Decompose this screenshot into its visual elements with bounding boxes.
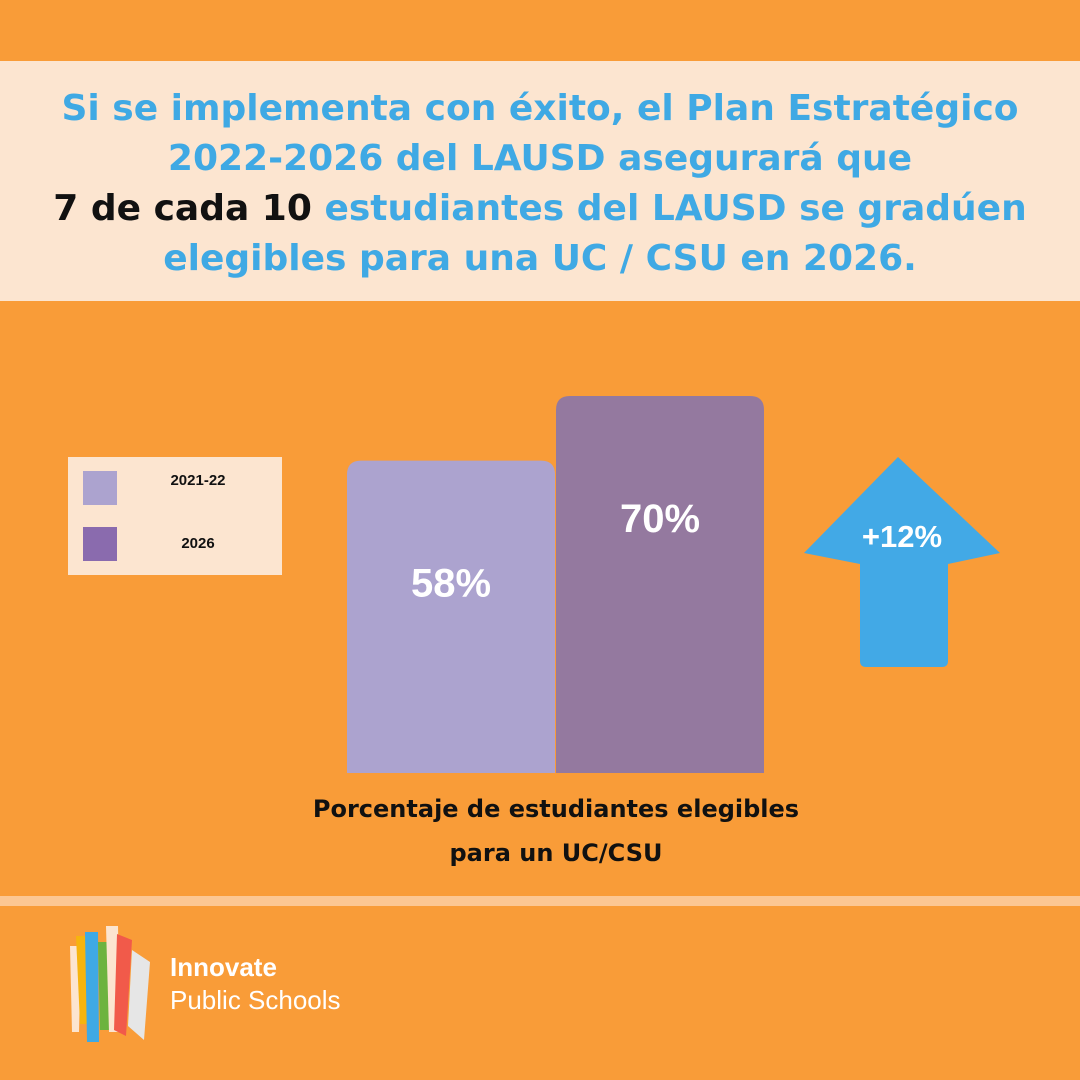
headline: Si se implementa con éxito, el Plan Estr… <box>0 84 1080 284</box>
bar-value-label-2021-22: 58% <box>411 562 491 606</box>
innovate-logo: Innovate Public Schools <box>68 924 368 1054</box>
x-axis-label-line-2: para un UC/CSU <box>449 839 663 867</box>
bar-2021-22 <box>347 460 555 773</box>
headline-line-3: estudiantes del LAUSD se gradúen <box>311 188 1027 229</box>
bar-value-label-2026: 70% <box>620 497 700 541</box>
legend-swatch-2026 <box>83 527 117 561</box>
bars: 58% 70% <box>347 396 764 773</box>
logo-name: Innovate <box>170 952 277 982</box>
increase-label: +12% <box>862 519 942 554</box>
legend-label-2026: 2026 <box>181 535 215 552</box>
footer-divider <box>0 896 1080 906</box>
logo-subtitle: Public Schools <box>170 985 341 1015</box>
headline-line-2: 2022-2026 del LAUSD asegurará que <box>167 138 913 179</box>
up-arrow-icon <box>804 457 1000 667</box>
chart-x-axis-label: Porcentaje de estudiantes elegibles para… <box>256 787 856 875</box>
chart-legend: 2021-22 2026 <box>68 457 282 575</box>
headline-line-4: elegibles para una UC / CSU en 2026. <box>163 238 917 279</box>
legend-swatch-2021-22 <box>83 471 117 505</box>
bar-2026 <box>556 396 764 773</box>
bar-chart: 58% 70% +12% <box>347 396 1000 773</box>
x-axis-label-line-1: Porcentaje de estudiantes elegibles <box>312 795 800 823</box>
headline-emphasis: 7 de cada 10 <box>53 188 312 229</box>
legend-label-2021-22: 2021-22 <box>170 472 226 489</box>
headline-band <box>0 61 1080 301</box>
increase-arrow: +12% <box>804 457 1000 667</box>
books-logo-icon <box>70 926 150 1042</box>
headline-line-1: Si se implementa con éxito, el Plan Estr… <box>61 88 1019 129</box>
